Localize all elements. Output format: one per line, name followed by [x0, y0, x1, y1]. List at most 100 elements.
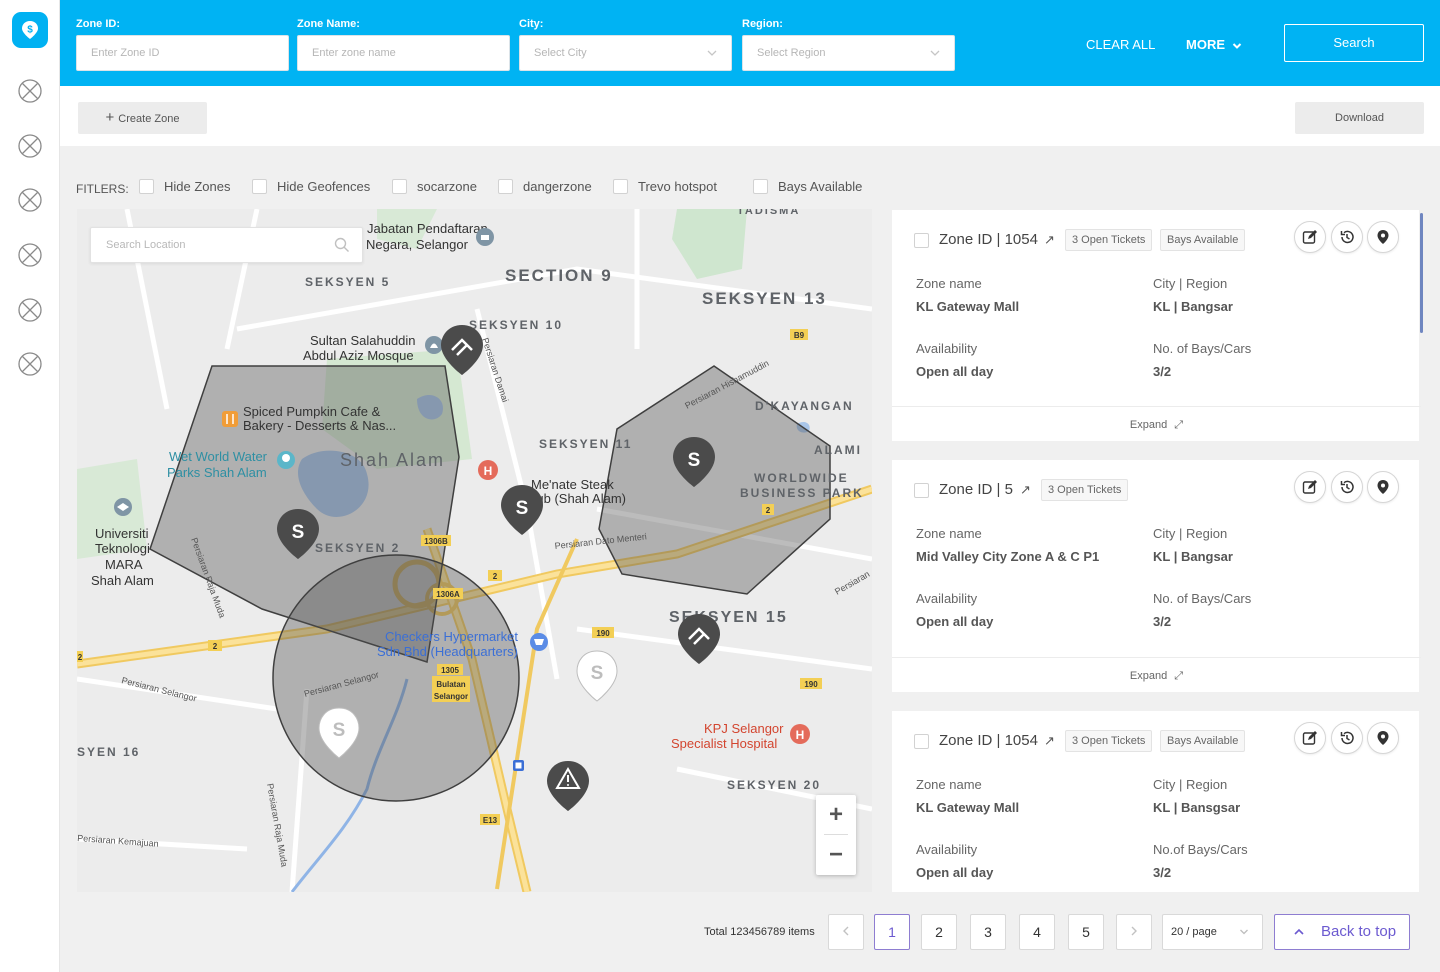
trevo-hotspot-marker[interactable] [441, 325, 483, 375]
map-canvas[interactable]: B9 2 2 2 2 190 190 1306B 1306A 1305 Bula… [77, 209, 872, 892]
poi-label: Checkers Hypermarket [385, 629, 518, 644]
filter-dangerzone[interactable]: dangerzone [498, 178, 592, 195]
zone-id-input[interactable]: Enter Zone ID [76, 35, 289, 71]
road-shield-label: Bulatan [436, 680, 465, 689]
checkbox[interactable] [252, 179, 267, 195]
zone-name-input[interactable]: Enter zone name [297, 35, 510, 71]
checkbox[interactable] [753, 179, 768, 195]
poi-label: Spiced Pumpkin Cafe & [243, 404, 381, 419]
locate-button[interactable] [1367, 471, 1399, 503]
nav-icon-6[interactable] [17, 351, 43, 377]
edit-button[interactable] [1294, 471, 1326, 503]
dangerzone-marker[interactable] [547, 761, 589, 811]
area-label: SYEN 16 [77, 745, 140, 759]
river [290, 678, 409, 892]
app-logo[interactable]: $ [12, 12, 48, 48]
trevo-hotspot-marker[interactable] [678, 614, 720, 664]
external-link-icon[interactable]: ↗ [1044, 733, 1055, 748]
checkbox[interactable] [392, 179, 407, 195]
poi-label: KPJ Selangor [704, 721, 784, 736]
filter-hide-geofences[interactable]: Hide Geofences [252, 178, 371, 195]
checkbox[interactable] [613, 179, 628, 195]
zoom-out-button[interactable]: − [828, 841, 843, 868]
hospital-icon: H [478, 460, 498, 480]
next-page-button[interactable] [1116, 914, 1152, 950]
zone-marker[interactable]: S [277, 509, 319, 559]
zone-name-value: KL Gateway Mall [916, 299, 1020, 314]
area-label: SEKSYEN 2 [315, 541, 400, 555]
filter-label: Hide Geofences [277, 179, 371, 195]
zone-select-checkbox[interactable] [914, 734, 929, 749]
external-link-icon[interactable]: ↗ [1020, 482, 1031, 497]
region-select[interactable]: Select Region [742, 35, 955, 71]
history-button[interactable] [1331, 722, 1363, 754]
page-4-button[interactable]: 4 [1019, 914, 1055, 950]
nav-icon-5[interactable] [17, 297, 43, 323]
zone-select-checkbox[interactable] [914, 233, 929, 248]
checkbox[interactable] [139, 179, 154, 195]
nav-icon-3[interactable] [17, 187, 43, 213]
marker-label: S [688, 450, 701, 471]
area-label: ALAMI [814, 443, 862, 457]
expand-button[interactable]: Expand ⤢ [892, 406, 1421, 442]
create-zone-button[interactable]: + Create Zone [78, 102, 207, 134]
page-5-button[interactable]: 5 [1068, 914, 1104, 950]
zone-marker[interactable]: S [673, 437, 715, 487]
search-button[interactable]: Search [1284, 24, 1424, 62]
zone-polygon[interactable] [598, 365, 831, 595]
road-shield-label: 190 [596, 629, 610, 638]
location-pin-icon [1377, 230, 1389, 244]
expand-button[interactable]: Expand ⤢ [892, 657, 1421, 693]
road-shield-label: 1305 [441, 666, 459, 675]
zone-circle[interactable] [272, 554, 520, 802]
download-button[interactable]: Download [1295, 102, 1424, 134]
filter-trevo-hotspot[interactable]: Trevo hotspot [613, 178, 718, 195]
more-button[interactable]: MORE [1186, 37, 1243, 52]
history-icon [1340, 731, 1354, 745]
filter-bays-available[interactable]: Bays Available [753, 178, 862, 195]
city-label: City: [519, 18, 544, 30]
area-label: SEKSYEN 11 [539, 437, 632, 451]
poi-label: Sdn Bhd (Headquarters) [377, 644, 518, 659]
park-area [377, 209, 437, 249]
chevron-right-icon [1131, 926, 1137, 936]
list-scrollbar[interactable] [1420, 213, 1423, 333]
nav-icon-1[interactable] [17, 78, 43, 104]
edit-button[interactable] [1294, 221, 1326, 253]
filter-socarzone[interactable]: socarzone [392, 178, 477, 195]
zone-marker-inactive[interactable]: S [576, 650, 618, 702]
city-select[interactable]: Select City [519, 35, 732, 71]
map-search-input[interactable]: Search Location [90, 227, 363, 263]
page-size-select[interactable]: 20 / page [1162, 914, 1263, 950]
history-button[interactable] [1331, 471, 1363, 503]
nav-icon-4[interactable] [17, 242, 43, 268]
zone-id-title: Zone ID | 1054 [939, 231, 1038, 248]
prev-page-button[interactable] [828, 914, 864, 950]
history-button[interactable] [1331, 221, 1363, 253]
checkbox[interactable] [498, 179, 513, 195]
back-to-top-button[interactable]: Back to top [1274, 914, 1410, 950]
locate-button[interactable] [1367, 722, 1399, 754]
page-1-button[interactable]: 1 [874, 914, 910, 950]
page-3-button[interactable]: 3 [970, 914, 1006, 950]
svg-text:H: H [796, 728, 805, 742]
edit-button[interactable] [1294, 722, 1326, 754]
external-link-icon[interactable]: ↗ [1044, 232, 1055, 247]
transit-icon [513, 760, 524, 771]
zone-marker[interactable]: S [501, 485, 543, 535]
clear-all-button[interactable]: CLEAR ALL [1086, 37, 1156, 52]
nav-icon-2[interactable] [17, 133, 43, 159]
filter-label: Trevo hotspot [638, 179, 718, 195]
page-2-button[interactable]: 2 [921, 914, 957, 950]
map-view[interactable]: B9 2 2 2 2 190 190 1306B 1306A 1305 Bula… [77, 209, 872, 892]
zoom-in-button[interactable]: + [828, 801, 843, 828]
zone-list[interactable]: Zone ID | 1054 ↗ 3 Open Tickets Bays Ava… [891, 209, 1424, 892]
filters-label: FITLERS: [76, 182, 129, 196]
locate-button[interactable] [1367, 221, 1399, 253]
zone-marker-inactive[interactable]: S [318, 707, 360, 759]
edit-icon [1302, 480, 1317, 494]
zone-select-checkbox[interactable] [914, 483, 929, 498]
filter-hide-zones[interactable]: Hide Zones [139, 178, 230, 195]
area-label: SEKSYEN 20 [727, 778, 821, 792]
open-tickets-badge: 3 Open Tickets [1065, 229, 1153, 251]
